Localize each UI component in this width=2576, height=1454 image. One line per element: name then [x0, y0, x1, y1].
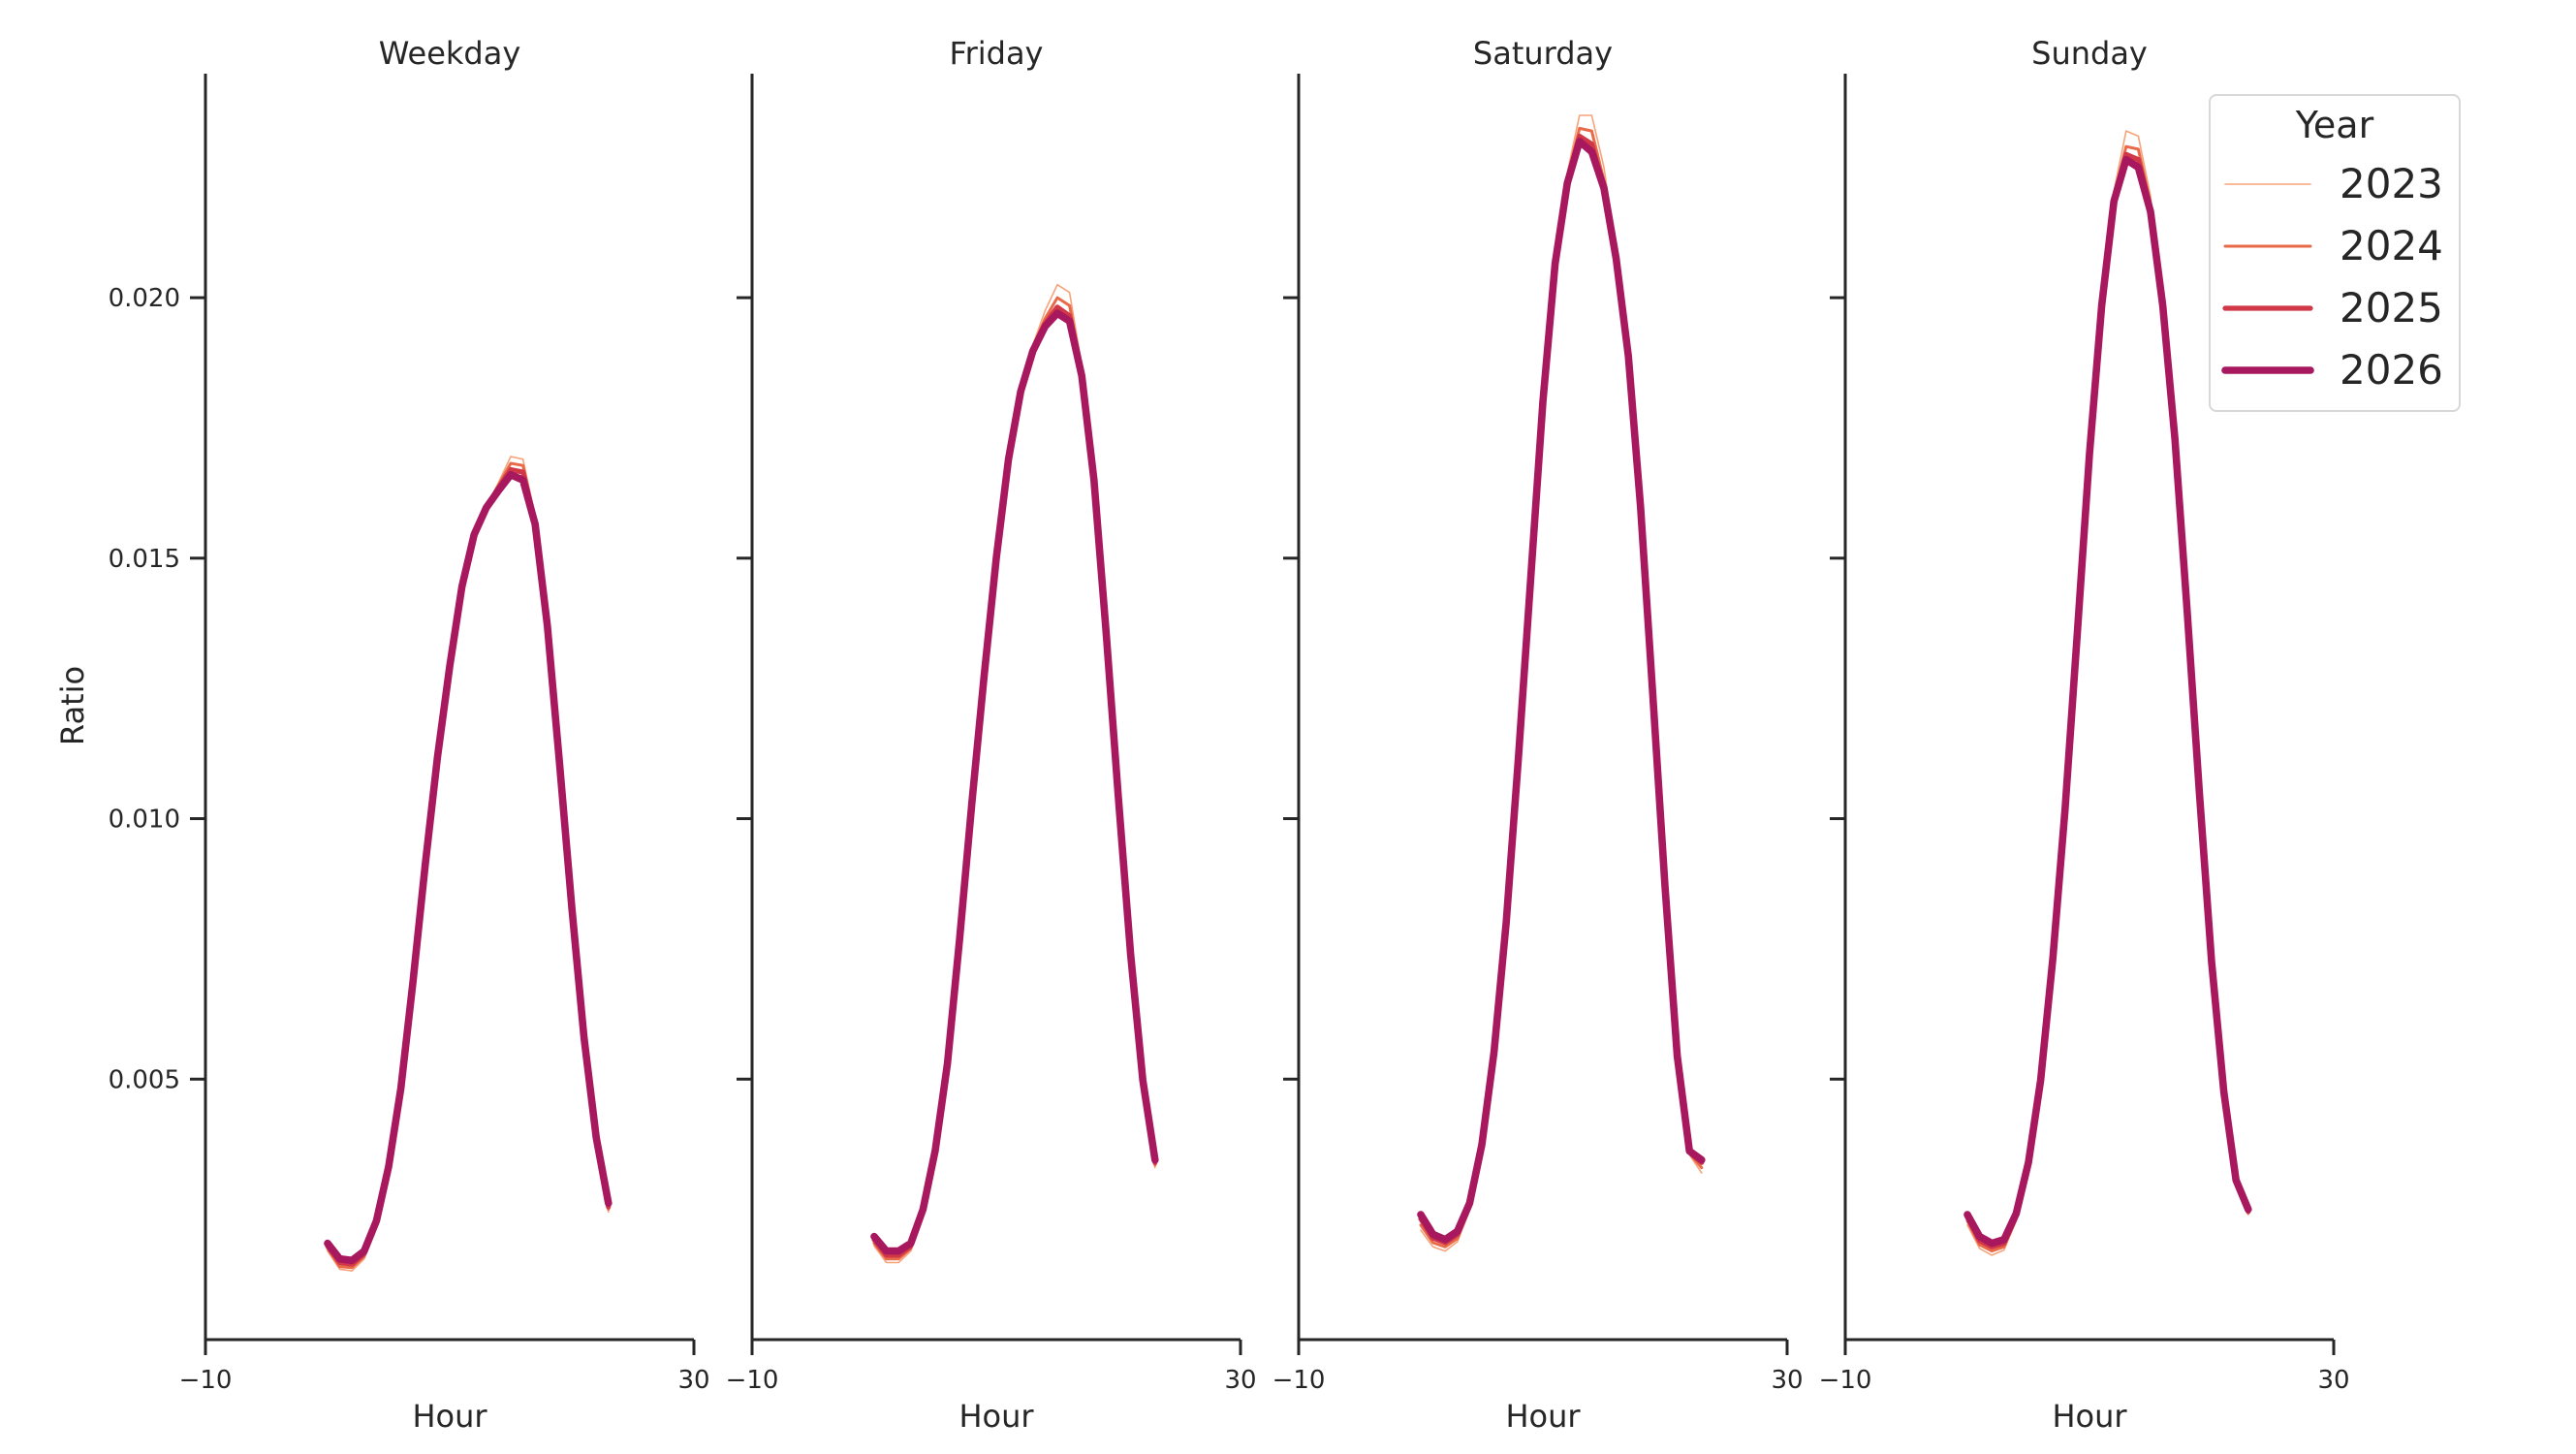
- legend: Year 2023 2024 2025 2026: [2209, 94, 2461, 412]
- panel-title: Sunday: [2031, 35, 2148, 72]
- y-tick-label: 0.020: [109, 284, 180, 313]
- x-tick-label: 30: [677, 1366, 709, 1395]
- x-axis-label: Hour: [958, 1398, 1034, 1435]
- legend-label-2024: 2024: [2340, 222, 2443, 269]
- series-line-2024: [1419, 126, 1704, 1249]
- series-line-2025: [871, 304, 1158, 1258]
- x-tick-label: 30: [2317, 1366, 2349, 1395]
- y-axis-label: Ratio: [54, 666, 91, 745]
- series-line-2026: [870, 309, 1159, 1255]
- y-tick-label: 0.010: [109, 806, 180, 835]
- series-line-2023: [1966, 130, 2249, 1256]
- y-tick-label: 0.005: [109, 1065, 180, 1094]
- panel-title: Weekday: [379, 35, 521, 72]
- x-axis-label: Hour: [2052, 1398, 2127, 1435]
- legend-label-2023: 2023: [2340, 160, 2443, 207]
- legend-label-2025: 2025: [2340, 284, 2443, 332]
- x-tick-label: −10: [1272, 1366, 1326, 1395]
- x-tick-label: −10: [1819, 1366, 1872, 1395]
- x-tick-label: 30: [1224, 1366, 1256, 1395]
- legend-entries: 2023 2024 2025 2026: [2221, 160, 2443, 394]
- series-line-2025: [1964, 151, 2251, 1249]
- y-tick-label: 0.015: [109, 545, 180, 574]
- series-line-2025: [1418, 133, 1705, 1246]
- panel-weekday: Weekday 0.005 0.010 0.015 0.020 −10 30 Hour: [109, 35, 710, 1435]
- series-line-2026: [1417, 138, 1706, 1244]
- series-line-2024: [1965, 144, 2250, 1253]
- x-axis-label: Hour: [412, 1398, 487, 1435]
- panel-title: Friday: [950, 35, 1044, 72]
- series-line-2026: [1963, 155, 2252, 1248]
- x-tick-label: 30: [1771, 1366, 1803, 1395]
- legend-label-2026: 2026: [2340, 346, 2443, 394]
- legend-box: [2209, 94, 2461, 412]
- x-tick-label: −10: [726, 1366, 779, 1395]
- panel-sunday: Sunday −10 30 Hour: [1819, 35, 2350, 1435]
- legend-title: Year: [2295, 104, 2374, 146]
- panel-friday: Friday −10 30 Hour: [726, 35, 1257, 1435]
- series-line-2026: [324, 470, 613, 1265]
- panel-saturday: Saturday −10 30 Hour: [1272, 35, 1804, 1435]
- x-tick-label: −10: [179, 1366, 233, 1395]
- panel-title: Saturday: [1473, 35, 1613, 72]
- series-line-2023: [1420, 114, 1703, 1252]
- x-axis-label: Hour: [1505, 1398, 1581, 1435]
